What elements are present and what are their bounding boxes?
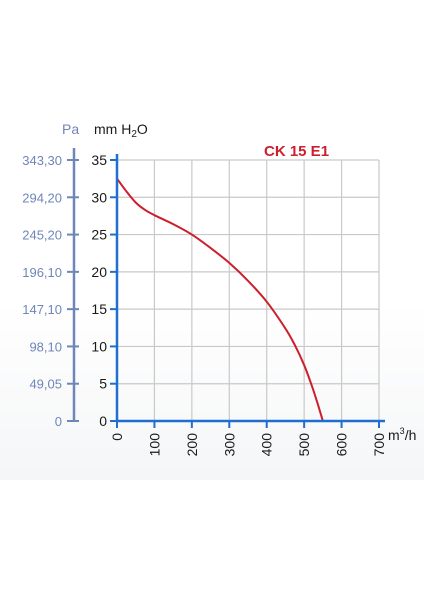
x-unit-suffix: /h	[405, 427, 417, 443]
x-tick-label-200: 200	[184, 433, 200, 457]
x-unit: m3/h	[388, 426, 416, 443]
background-shade	[0, 300, 424, 480]
series-line-0	[116, 178, 324, 422]
x-tick-label-500: 500	[296, 433, 312, 457]
y-tick-label-20: 20	[91, 264, 107, 280]
pa-tick-label-0: 0	[55, 414, 62, 429]
labels: 00549,051098,1015147,1020196,1025245,203…	[22, 152, 387, 456]
pa-tick-label-6: 294,20	[22, 190, 62, 205]
y-unit-pa: Pa	[62, 121, 79, 137]
y-tick-label-35: 35	[91, 152, 107, 168]
x-tick-label-400: 400	[259, 433, 275, 457]
y-tick-label-5: 5	[99, 376, 107, 392]
axes	[67, 148, 385, 428]
chart-title: CK 15 E1	[264, 143, 329, 160]
x-tick-label-100: 100	[146, 433, 162, 457]
x-unit-sup: 3	[400, 426, 405, 436]
pa-tick-label-4: 196,10	[22, 265, 62, 280]
y-tick-label-0: 0	[99, 413, 107, 429]
x-tick-label-600: 600	[334, 433, 350, 457]
pa-tick-label-5: 245,20	[22, 228, 62, 243]
y-unit-mm-sub: 2	[131, 129, 137, 140]
x-tick-label-0: 0	[109, 433, 125, 441]
x-unit-base: m	[388, 427, 400, 443]
y-tick-label-30: 30	[91, 189, 107, 205]
y-tick-label-25: 25	[91, 227, 107, 243]
y-unit-mm: mm H2O	[94, 121, 148, 140]
x-tick-label-300: 300	[221, 433, 237, 457]
pa-tick-label-2: 98,10	[29, 339, 62, 354]
y-unit-mm-base: mm H	[94, 121, 131, 137]
x-tick-label-700: 700	[371, 433, 387, 457]
pa-tick-label-7: 343,30	[22, 153, 62, 168]
y-tick-label-15: 15	[91, 301, 107, 317]
y-tick-label-10: 10	[91, 338, 107, 354]
pa-tick-label-1: 49,05	[29, 377, 62, 392]
curve-layer	[116, 178, 324, 422]
grid	[117, 159, 380, 421]
y-unit-mm-suffix: O	[137, 121, 148, 137]
pa-tick-label-3: 147,10	[22, 302, 62, 317]
